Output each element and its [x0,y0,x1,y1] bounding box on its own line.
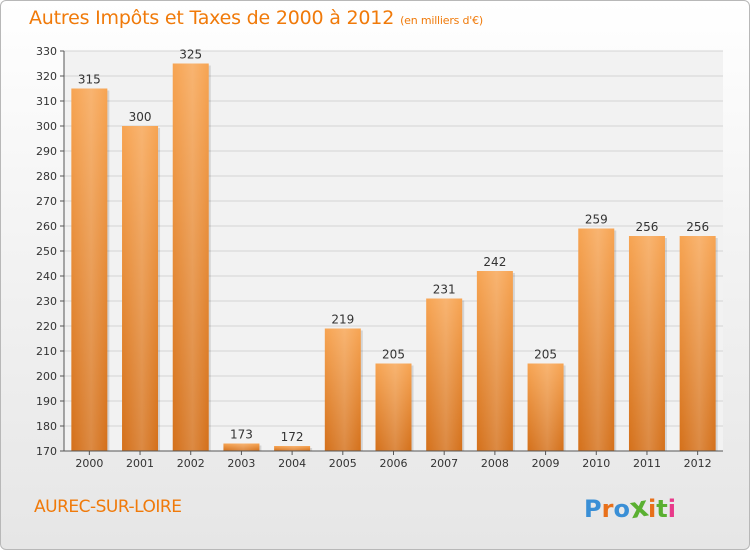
y-tick-label: 170 [36,445,57,458]
y-tick-label: 250 [36,245,57,258]
x-tick-label: 2011 [633,457,661,470]
bar-value-label: 242 [483,255,506,269]
bar-highlight [274,446,311,451]
bar-highlight [426,298,463,451]
logo-letter: o [613,495,630,523]
bar-value-label: 300 [129,110,152,124]
logo-letter: i [667,495,676,523]
x-tick-label: 2007 [430,457,458,470]
x-tick-label: 2008 [481,457,509,470]
bar-highlight [375,363,412,451]
bar-value-label: 219 [331,313,354,327]
proxiti-logo[interactable]: Proxiti [584,490,676,526]
logo-letter: t [656,495,668,523]
bar-highlight [223,443,260,451]
bar-highlight [172,63,209,451]
bar-highlight [476,271,513,451]
y-tick-label: 190 [36,395,57,408]
commune-name: AUREC-SUR-LOIRE [34,497,182,517]
bar-value-label: 231 [433,283,456,297]
chart-title: Autres Impôts et Taxes de 2000 à 2012 (en… [29,7,483,29]
y-tick-label: 300 [36,120,57,133]
bar-value-label: 259 [585,213,608,227]
y-tick-label: 180 [36,420,57,433]
y-tick-label: 320 [36,70,57,83]
logo-letter: i [648,495,657,523]
bar-highlight [578,228,615,451]
chart-unit: (en milliers d'€) [400,14,483,27]
y-tick-label: 200 [36,370,57,383]
x-tick-label: 2003 [227,457,255,470]
x-tick-label: 2002 [177,457,205,470]
x-tick-label: 2001 [126,457,154,470]
y-tick-label: 210 [36,345,57,358]
bar-highlight [324,328,361,451]
bars-layer: 315 300 325 173 172 219 205 231 242 205 259 256 256 [71,48,718,451]
logo-letter: P [584,495,602,523]
bar-value-label: 172 [281,430,304,444]
bar-value-label: 256 [636,220,659,234]
bar-value-label: 325 [179,48,202,62]
bar-value-label: 256 [686,220,709,234]
y-tick-label: 260 [36,220,57,233]
y-tick-label: 330 [36,45,57,58]
chart-title-text: Autres Impôts et Taxes de 2000 à 2012 [29,7,395,29]
bar-highlight [628,236,665,451]
y-tick-label: 280 [36,170,57,183]
x-tick-label: 2012 [684,457,712,470]
bar-value-label: 205 [534,348,557,362]
y-tick-label: 230 [36,295,57,308]
bar-highlight [71,88,108,451]
axis-layer: 170 180 190 200 210 220 230 240 250 260 270 280 290 3… [36,45,723,470]
bar-highlight [679,236,716,451]
x-tick-label: 2000 [75,457,103,470]
y-tick-label: 310 [36,95,57,108]
bar-value-label: 205 [382,348,405,362]
y-tick-label: 240 [36,270,57,283]
x-tick-label: 2004 [278,457,306,470]
y-tick-label: 220 [36,320,57,333]
y-tick-label: 290 [36,145,57,158]
x-tick-label: 2009 [532,457,560,470]
bar-highlight [122,126,159,451]
x-tick-label: 2006 [380,457,408,470]
logo-letter: r [601,495,614,523]
bar-value-label: 315 [78,73,101,87]
bar-highlight [527,363,564,451]
x-tick-label: 2010 [582,457,610,470]
y-tick-label: 270 [36,195,57,208]
bar-value-label: 173 [230,428,253,442]
x-tick-label: 2005 [329,457,357,470]
